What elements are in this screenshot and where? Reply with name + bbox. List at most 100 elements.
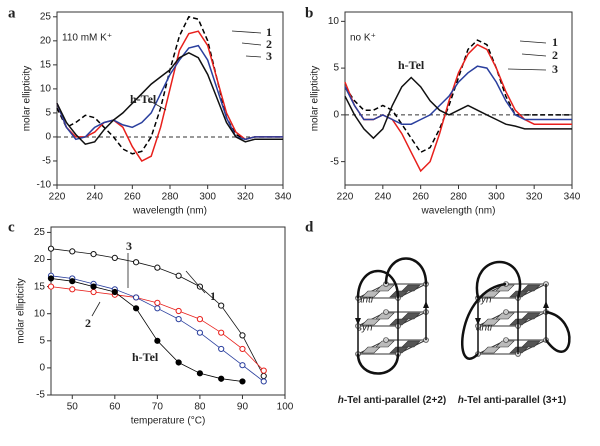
x-tick-label: 260 [124, 192, 141, 203]
y-tick-label: 25 [40, 11, 52, 22]
guanine [481, 346, 501, 354]
data-point [239, 378, 246, 385]
caption-text: -Tel anti-parallel (3+1) [464, 395, 566, 406]
series-line [344, 76, 572, 140]
strand-label: anti [476, 323, 493, 334]
y-tick-label: 15 [40, 60, 52, 71]
x-tick-label: 320 [237, 192, 254, 203]
series-line [344, 43, 572, 173]
data-point [90, 250, 97, 258]
y-tick-label: 0 [39, 363, 45, 374]
y-tick-label: 10 [40, 84, 52, 95]
data-point [196, 329, 204, 336]
y-tick-label: 15 [34, 281, 46, 292]
x-tick-label: 60 [109, 402, 121, 413]
y-tick-label: 10 [34, 308, 46, 319]
y-tick-label: 5 [333, 63, 339, 74]
guanine [495, 340, 515, 348]
data-point [218, 345, 225, 353]
x-tick-label: 280 [162, 192, 179, 203]
guanine [375, 284, 395, 292]
annotation: no K⁺ [350, 33, 376, 44]
node [383, 309, 389, 315]
data-point [111, 254, 118, 261]
x-tick-label: 300 [199, 192, 216, 203]
y-tick-label: 0 [333, 110, 339, 121]
data-point [218, 329, 225, 336]
plot-frame [50, 226, 286, 396]
x-tick-label: 240 [86, 192, 103, 203]
series-line [344, 65, 572, 125]
x-tick-label: 50 [67, 402, 79, 413]
y-tick-label: 20 [34, 254, 46, 265]
loop [356, 353, 400, 375]
annotation: 110 mM K⁺ [62, 33, 112, 44]
x-tick-label: 100 [277, 402, 294, 413]
data-point [196, 316, 204, 323]
data-point [239, 362, 246, 369]
data-point [132, 305, 140, 312]
guanine [521, 284, 541, 292]
y-axis-label: molar ellipticity [310, 66, 321, 132]
y-tick-label: 10 [328, 16, 340, 27]
data-point [239, 332, 246, 339]
guanine [361, 346, 381, 354]
x-axis-label: wavelength (nm) [132, 206, 207, 217]
series-label: h-Tel [398, 58, 425, 72]
data-point [132, 259, 140, 266]
plot-frame [344, 11, 573, 186]
guanine [521, 340, 541, 348]
series-label: 3 [126, 239, 132, 253]
series-label: 3 [552, 62, 558, 76]
data-point [260, 367, 267, 374]
guanine [361, 290, 381, 298]
data-point [239, 345, 246, 353]
caption: h-Tel anti-parallel (3+1) [458, 395, 566, 406]
panel-label: b [305, 5, 313, 21]
data-point [47, 283, 55, 290]
series-label: 2 [552, 48, 558, 62]
series-line [56, 44, 283, 141]
caption: h-Tel anti-parallel (2+2) [338, 395, 446, 406]
series-label: 1 [552, 35, 558, 49]
data-point [154, 299, 161, 306]
x-tick-label: 320 [526, 192, 543, 203]
arrow [355, 318, 361, 325]
guanine [495, 312, 515, 320]
label-leader [185, 270, 206, 294]
node [383, 337, 389, 343]
panel-label: c [8, 219, 15, 235]
guanine [521, 312, 541, 320]
label-leader [231, 30, 262, 34]
data-point [69, 248, 76, 255]
series-label: 1 [266, 25, 272, 39]
y-tick-label: -5 [330, 156, 339, 167]
y-tick-label: -5 [42, 156, 51, 167]
guanine [375, 312, 395, 320]
guanine [481, 318, 501, 326]
x-tick-label: 220 [337, 192, 354, 203]
series-label: 1 [210, 289, 216, 303]
data-point [111, 288, 118, 296]
series-label: 2 [85, 316, 91, 330]
y-axis-label: molar ellipticity [16, 278, 27, 344]
data-point [218, 302, 225, 309]
guanine [401, 312, 421, 320]
guanine [401, 284, 421, 292]
x-tick-label: 260 [412, 192, 429, 203]
y-tick-label: -10 [37, 180, 52, 191]
data-point [154, 305, 161, 312]
arrow [475, 318, 481, 325]
data-point [175, 272, 182, 279]
caption-italic: h [458, 395, 464, 406]
series-trace [50, 275, 264, 382]
data-point [175, 307, 182, 315]
guanine [375, 340, 395, 348]
data-point [154, 337, 161, 344]
label-leader [519, 40, 547, 44]
loop [356, 269, 400, 299]
y-tick-label: 20 [40, 35, 52, 46]
guanine [401, 340, 421, 348]
y-tick-label: 25 [34, 227, 46, 238]
